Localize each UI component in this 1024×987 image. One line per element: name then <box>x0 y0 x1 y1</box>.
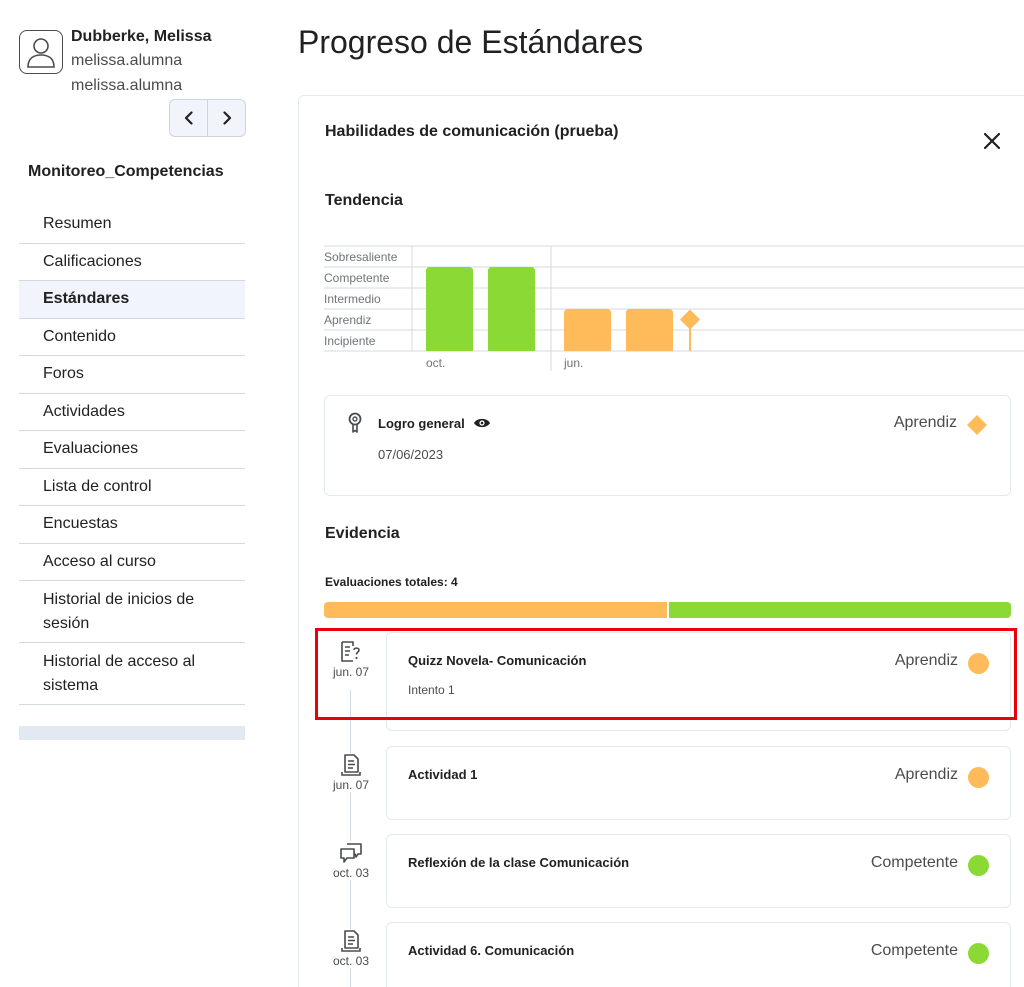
evidence-item-level: Competente <box>870 854 958 871</box>
evidence-heading: Evidencia <box>325 525 400 542</box>
evidence-item-attempt: Intento 1 <box>408 683 455 697</box>
sidebar-item-evaluaciones[interactable]: Evaluaciones <box>19 431 245 469</box>
close-button[interactable] <box>980 129 1004 153</box>
overall-achievement-level: Aprendiz <box>893 414 957 431</box>
trend-chart: Sobresaliente Competente Intermedio Aprendi… <box>324 245 1024 371</box>
level-dot-icon <box>968 767 989 788</box>
sidebar-item-lista-de-control[interactable]: Lista de control <box>19 469 245 506</box>
sidebar-item-historial-acceso-sistema[interactable]: Historial de acceso al sistema <box>19 643 245 705</box>
level-dot-icon <box>968 855 989 876</box>
sidebar-item-foros[interactable]: Foros <box>19 356 245 394</box>
evidence-item-name: Actividad 1 <box>408 767 478 782</box>
level-distribution-bar <box>324 602 1011 618</box>
sidebar-item-encuestas[interactable]: Encuestas <box>19 506 245 544</box>
evidence-date-text: oct. 03 <box>332 954 370 968</box>
assignment-icon <box>341 930 361 952</box>
evidence-item-name: Quizz Novela- Comunicación <box>408 653 587 668</box>
course-title: Monitoreo_Competencias <box>28 163 224 180</box>
avatar-icon <box>19 30 63 74</box>
chevron-left-icon <box>184 111 193 125</box>
sidebar-nav: Resumen Calificaciones Estándares Conten… <box>19 206 245 740</box>
evidence-item-level: Competente <box>870 942 958 959</box>
evidence-item[interactable]: Quizz Novela- Comunicación Intento 1 Apr… <box>386 632 1011 731</box>
chart-bar[interactable] <box>626 309 673 351</box>
user-name: Dubberke, Melissa <box>71 28 212 45</box>
close-icon <box>983 132 1001 150</box>
quiz-icon <box>341 641 360 662</box>
chart-bar[interactable] <box>488 267 535 351</box>
distribution-segment-aprendiz <box>324 602 667 618</box>
evidence-item[interactable]: Reflexión de la clase Comunicación Compe… <box>386 834 1011 908</box>
sidebar-item-estandares[interactable]: Estándares <box>19 281 245 319</box>
sidebar-item-contenido[interactable]: Contenido <box>19 319 245 356</box>
overall-achievement-card: Logro general 07/06/2023 Aprendiz <box>324 395 1011 496</box>
user-org-id: melissa.alumna <box>71 77 183 94</box>
sidebar-item-resumen[interactable]: Resumen <box>19 206 245 244</box>
user-card: Dubberke, Melissa melissa.alumna melissa… <box>19 26 249 106</box>
overall-achievement-date: 07/06/2023 <box>378 447 444 462</box>
diamond-level-icon <box>967 415 987 435</box>
sidebar-item-historial-inicios-sesion[interactable]: Historial de inicios de sesión <box>19 581 245 643</box>
timeline-line <box>350 690 351 987</box>
chart-x-label: oct. <box>426 356 445 370</box>
evidence-date-text: jun. 07 <box>332 665 370 679</box>
user-username: melissa.alumna <box>71 52 183 69</box>
evidence-item-level: Aprendiz <box>894 652 958 669</box>
chart-overall-marker[interactable] <box>680 309 700 330</box>
eye-icon[interactable] <box>473 417 491 429</box>
chart-level-label: Sobresaliente <box>324 250 398 264</box>
evidence-date: jun. 07 <box>322 640 380 679</box>
chart-bar[interactable] <box>426 267 473 351</box>
chart-level-label: Intermedio <box>324 292 381 306</box>
assignment-icon <box>341 754 361 776</box>
chart-x-label: jun. <box>563 356 583 370</box>
level-dot-icon <box>968 653 989 674</box>
chart-bar[interactable] <box>564 309 611 351</box>
chart-level-label: Competente <box>324 271 390 285</box>
evidence-item[interactable]: Actividad 1 Aprendiz <box>386 746 1011 820</box>
award-ribbon-icon <box>348 412 362 433</box>
discussion-icon <box>340 843 362 863</box>
user-pager <box>169 99 246 137</box>
sidebar-footer <box>19 726 245 740</box>
evidence-date-text: jun. 07 <box>332 778 370 792</box>
sidebar-item-calificaciones[interactable]: Calificaciones <box>19 244 245 281</box>
evidence-item[interactable]: Actividad 6. Comunicación Competente <box>386 922 1011 987</box>
evidence-item-name: Reflexión de la clase Comunicación <box>408 855 630 870</box>
trend-heading: Tendencia <box>325 192 403 209</box>
distribution-segment-competente <box>668 602 1011 618</box>
chevron-right-icon <box>222 111 231 125</box>
evidence-date-text: oct. 03 <box>332 866 370 880</box>
previous-user-button[interactable] <box>170 100 207 136</box>
total-evaluations-label: Evaluaciones totales: 4 <box>325 575 458 589</box>
next-user-button[interactable] <box>207 100 245 136</box>
sidebar-item-acceso-al-curso[interactable]: Acceso al curso <box>19 544 245 581</box>
chart-level-label: Incipiente <box>324 334 376 348</box>
evidence-item-level: Aprendiz <box>894 766 958 783</box>
sidebar-item-actividades[interactable]: Actividades <box>19 394 245 431</box>
standard-title: Habilidades de comunicación (prueba) <box>325 123 619 140</box>
evidence-date: jun. 07 <box>322 753 380 792</box>
chart-level-label: Aprendiz <box>324 313 371 327</box>
overall-achievement-label: Logro general <box>378 416 465 431</box>
page-title: Progreso de Estándares <box>298 24 644 60</box>
standard-detail-panel <box>298 95 1024 987</box>
evidence-date: oct. 03 <box>322 929 380 968</box>
evidence-date: oct. 03 <box>322 841 380 880</box>
evidence-item-name: Actividad 6. Comunicación <box>408 943 575 958</box>
level-dot-icon <box>968 943 989 964</box>
